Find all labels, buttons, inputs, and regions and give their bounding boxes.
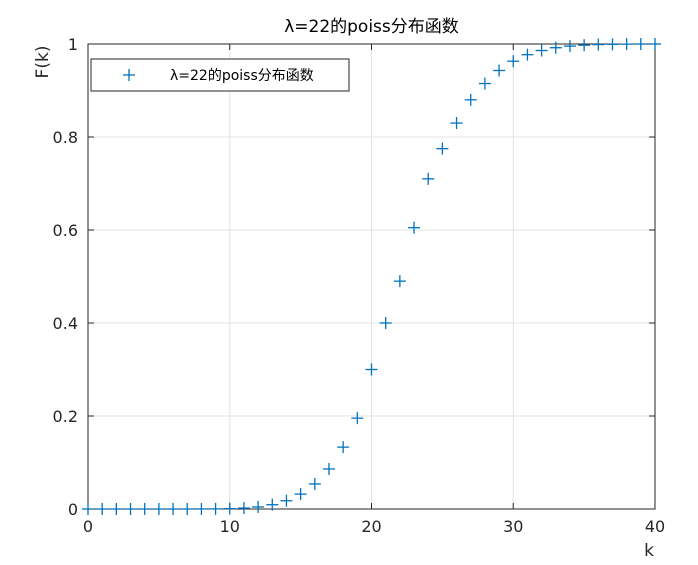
y-axis-label: F(k) bbox=[33, 46, 53, 79]
data-point bbox=[110, 503, 123, 515]
data-point bbox=[493, 64, 506, 77]
data-point bbox=[408, 221, 421, 234]
data-point bbox=[507, 55, 520, 68]
data-point bbox=[351, 412, 364, 425]
data-point bbox=[209, 502, 222, 515]
data-point bbox=[138, 503, 151, 515]
data-point bbox=[96, 503, 109, 515]
x-axis-label: k bbox=[644, 541, 654, 561]
data-point bbox=[223, 502, 236, 515]
data-point bbox=[266, 498, 279, 511]
data-point bbox=[152, 503, 165, 515]
legend-marker bbox=[123, 69, 135, 81]
data-point bbox=[124, 503, 137, 515]
y-tick-label: 0.4 bbox=[53, 314, 78, 333]
y-tick-label: 0.6 bbox=[53, 221, 78, 240]
data-point bbox=[563, 40, 576, 53]
y-tick-label: 0.8 bbox=[53, 128, 78, 147]
data-point bbox=[620, 38, 633, 51]
data-markers bbox=[82, 38, 661, 515]
data-point bbox=[322, 462, 335, 475]
x-tick-label: 30 bbox=[503, 517, 523, 536]
data-point bbox=[167, 503, 180, 515]
data-point bbox=[422, 172, 435, 185]
data-point bbox=[549, 41, 562, 54]
data-point bbox=[280, 494, 293, 507]
data-point bbox=[237, 502, 250, 515]
data-point bbox=[393, 275, 406, 288]
y-tick-label: 0 bbox=[68, 500, 78, 519]
data-point bbox=[535, 44, 548, 57]
tick-labels: 0 10 20 30 40 0 0.2 0.4 0.6 0.8 1 bbox=[53, 35, 666, 536]
data-point bbox=[606, 38, 619, 51]
data-point bbox=[592, 38, 605, 51]
data-point bbox=[337, 441, 350, 454]
x-tick-label: 0 bbox=[83, 517, 93, 536]
x-tick-label: 20 bbox=[361, 517, 381, 536]
data-point bbox=[478, 77, 491, 90]
data-point bbox=[649, 38, 661, 50]
legend: λ=22的poiss分布函数 bbox=[90, 58, 350, 92]
chart-title: λ=22的poiss分布函数 bbox=[284, 17, 459, 37]
data-point bbox=[379, 317, 392, 329]
data-point bbox=[634, 38, 647, 51]
legend-entry: λ=22的poiss分布函数 bbox=[170, 68, 314, 84]
y-tick-label: 0.2 bbox=[53, 407, 78, 426]
y-tick-label: 1 bbox=[68, 35, 78, 54]
data-point bbox=[82, 503, 94, 515]
axes-box bbox=[87, 43, 656, 510]
data-point bbox=[181, 503, 194, 515]
data-point bbox=[252, 500, 265, 513]
data-point bbox=[521, 48, 534, 61]
data-point bbox=[365, 363, 378, 376]
data-point bbox=[195, 502, 208, 515]
data-point bbox=[436, 142, 449, 155]
data-point bbox=[450, 117, 463, 130]
x-tick-label: 10 bbox=[220, 517, 240, 536]
data-point bbox=[294, 488, 307, 501]
data-point bbox=[578, 39, 591, 52]
data-point bbox=[308, 477, 321, 490]
data-point bbox=[464, 93, 477, 106]
x-tick-label: 40 bbox=[645, 517, 665, 536]
